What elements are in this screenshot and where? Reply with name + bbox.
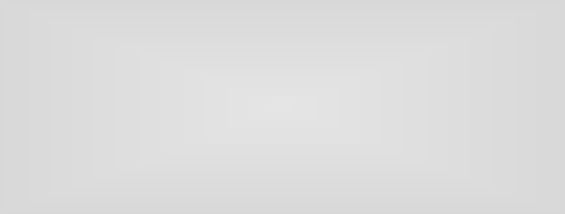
Text: 7.  In a 45° - 45° - 90° triangle, the legs are congruent and the lengths of the: 7. In a 45° - 45° - 90° triangle, the le… <box>48 19 565 33</box>
Text: A.  30°: A. 30° <box>88 188 134 202</box>
Text: 8.  Determine the values of $\theta$ when csc $\theta$ = $\sqrt{2}$: 8. Determine the values of $\theta$ when… <box>48 157 370 176</box>
Text: B.: B. <box>88 132 101 146</box>
Text: C.  $\sqrt{2}$: C. $\sqrt{2}$ <box>339 82 383 101</box>
Text: B.  3: B. 3 <box>215 100 246 113</box>
Text: A.  2: A. 2 <box>88 100 119 113</box>
Text: D.  90°: D. 90° <box>466 157 514 171</box>
Text: B.  45°: B. 45° <box>215 183 262 197</box>
Text: C.  60°: C. 60° <box>339 183 386 197</box>
Text: D.  $\sqrt{3}$: D. $\sqrt{3}$ <box>466 82 511 101</box>
Text: hypotenuse is ______  times the length of a leg.: hypotenuse is ______ times the length of… <box>73 60 397 74</box>
